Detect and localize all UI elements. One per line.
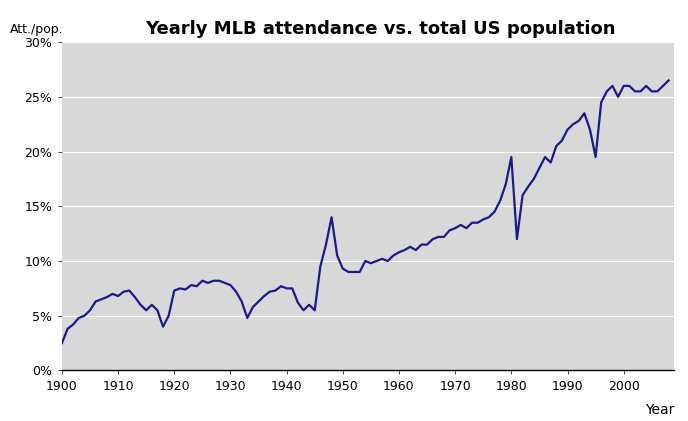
Title: Yearly MLB attendance vs. total US population: Yearly MLB attendance vs. total US popul… bbox=[145, 20, 616, 38]
Text: Year: Year bbox=[645, 403, 674, 417]
Text: Att./pop.: Att./pop. bbox=[10, 23, 63, 35]
